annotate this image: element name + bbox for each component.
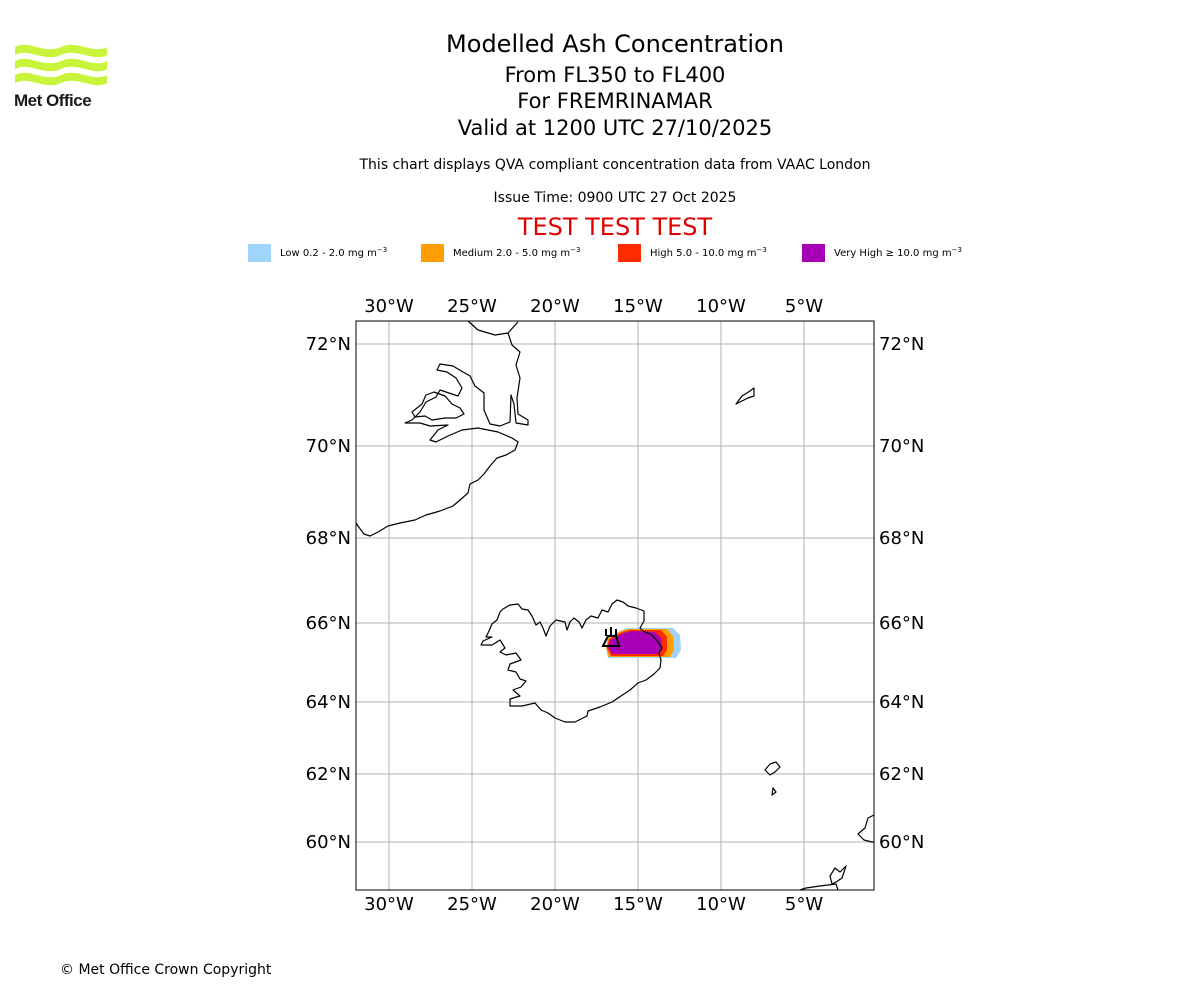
lon-label-30w-top: 30°W (364, 296, 414, 317)
issue-time: Issue Time: 0900 UTC 27 Oct 2025 (493, 190, 737, 206)
legend-label-medium: Medium 2.0 - 5.0 mg m (453, 247, 571, 259)
coastlines (355, 320, 875, 891)
lat-label-68n-left: 68°N (306, 528, 351, 549)
legend-swatch-medium (421, 244, 444, 262)
chart-description: This chart displays QVA compliant concen… (359, 157, 871, 173)
flight-level-range: From FL350 to FL400 (504, 63, 726, 87)
legend-unit-exponent: −3 (951, 246, 962, 255)
lat-label-72n-right: 72°N (879, 334, 924, 355)
coastline-iceland (480, 599, 663, 723)
legend-unit-exponent: −3 (376, 246, 388, 255)
coastline-jan-mayen (735, 387, 755, 405)
met-office-logo-waves (15, 44, 107, 86)
lat-label-60n-left: 60°N (306, 832, 351, 853)
latitude-labels-left: 72°N 70°N 68°N 66°N 64°N 62°N 60°N (306, 334, 351, 853)
latitude-labels-right: 72°N 70°N 68°N 66°N 64°N 62°N 60°N (879, 334, 924, 853)
ash-zone-very-high (608, 631, 662, 654)
lat-label-72n-left: 72°N (306, 334, 351, 355)
lat-label-70n-left: 70°N (306, 436, 351, 457)
volcano-icon (601, 627, 621, 647)
legend-swatch-very-high (802, 244, 825, 262)
legend-item-very-high: Very High ≥ 10.0 mg m −3 (802, 244, 962, 262)
legend-item-medium: Medium 2.0 - 5.0 mg m −3 (421, 244, 580, 262)
lon-label-25w-bottom: 25°W (447, 894, 497, 915)
lon-label-15w-top: 15°W (613, 296, 663, 317)
lon-label-5w-bottom: 5°W (785, 894, 823, 915)
lat-label-66n-right: 66°N (879, 613, 924, 634)
lat-label-64n-right: 64°N (879, 692, 924, 713)
lon-label-15w-bottom: 15°W (613, 894, 663, 915)
legend-swatch-low (248, 244, 271, 262)
map-frame (356, 321, 874, 890)
coastline-greenland (355, 320, 529, 537)
coastline-shetland (857, 814, 875, 843)
lat-label-60n-right: 60°N (879, 832, 924, 853)
volcano-name: For FREMRINAMAR (517, 89, 713, 113)
lat-label-62n-left: 62°N (306, 764, 351, 785)
legend-label-low: Low 0.2 - 2.0 mg m (280, 247, 377, 259)
coastline-orkney (829, 865, 847, 885)
legend-unit-exponent: −3 (756, 246, 767, 255)
longitude-labels-top: 30°W 25°W 20°W 15°W 10°W 5°W (364, 296, 823, 317)
graticule (356, 321, 874, 890)
lon-label-10w-bottom: 10°W (696, 894, 746, 915)
legend-swatch-high (618, 244, 641, 262)
coastline-faroe (764, 761, 781, 796)
met-office-logo-text: Met Office (14, 91, 92, 110)
lon-label-5w-top: 5°W (785, 296, 823, 317)
test-banner: TEST TEST TEST (517, 213, 713, 241)
lon-label-20w-bottom: 20°W (530, 894, 580, 915)
lat-label-62n-right: 62°N (879, 764, 924, 785)
lon-label-25w-top: 25°W (447, 296, 497, 317)
copyright-notice: © Met Office Crown Copyright (60, 962, 272, 978)
lon-label-10w-top: 10°W (696, 296, 746, 317)
legend-item-low: Low 0.2 - 2.0 mg m −3 (248, 244, 387, 262)
lon-label-20w-top: 20°W (530, 296, 580, 317)
legend-unit-exponent: −3 (570, 246, 581, 255)
legend-label-very-high: Very High ≥ 10.0 mg m (834, 247, 952, 259)
coastline-greenland-inlet (411, 391, 465, 421)
lat-label-64n-left: 64°N (306, 692, 351, 713)
lon-label-30w-bottom: 30°W (364, 894, 414, 915)
legend-item-high: High 5.0 - 10.0 mg m −3 (618, 244, 767, 262)
coastline-scotland (799, 883, 839, 891)
lat-label-68n-right: 68°N (879, 528, 924, 549)
ash-zones (606, 628, 681, 658)
valid-time: Valid at 1200 UTC 27/10/2025 (457, 116, 773, 140)
chart-title: Modelled Ash Concentration (446, 30, 784, 58)
lat-label-66n-left: 66°N (306, 613, 351, 634)
legend-label-high: High 5.0 - 10.0 mg m (650, 247, 757, 259)
longitude-labels-bottom: 30°W 25°W 20°W 15°W 10°W 5°W (364, 894, 823, 915)
lat-label-70n-right: 70°N (879, 436, 924, 457)
